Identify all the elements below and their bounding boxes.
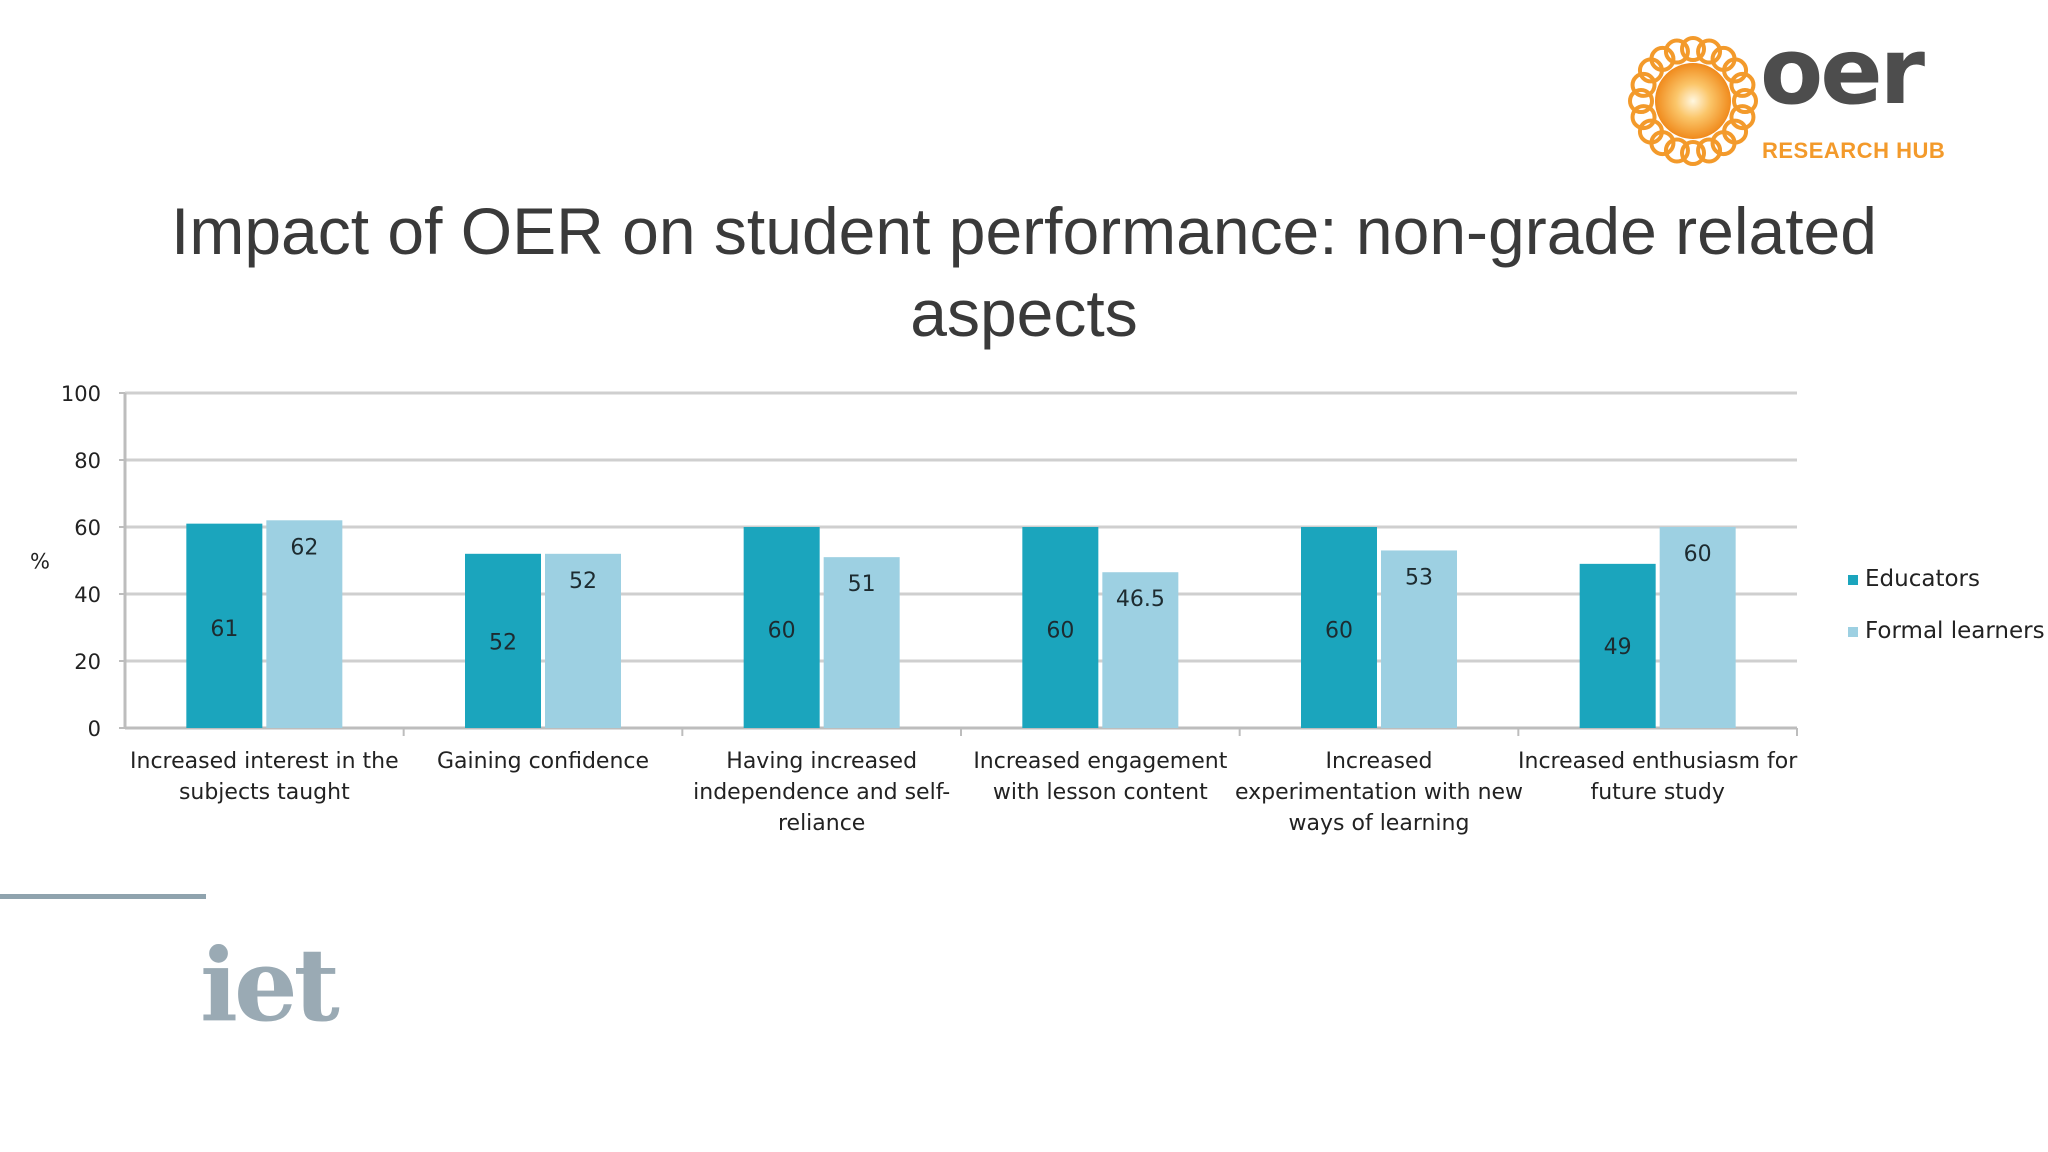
x-category-label: Having increased bbox=[726, 749, 917, 774]
x-category-label: subjects taught bbox=[179, 780, 350, 805]
data-label: 52 bbox=[489, 631, 517, 656]
sunburst-icon bbox=[1628, 36, 1758, 166]
educators-bar bbox=[465, 553, 541, 728]
x-category-label: reliance bbox=[778, 811, 865, 836]
educators-bar bbox=[186, 523, 263, 728]
x-category-label: Increased bbox=[1325, 749, 1432, 774]
formal-learners-bar bbox=[266, 520, 343, 728]
data-label: 60 bbox=[1325, 619, 1353, 644]
bar-chart: 0 20 40 60 80 100% 61 62 Increased interest in t… bbox=[30, 382, 2045, 836]
y-tick-label: 100 bbox=[61, 382, 101, 406]
iet-logo: iet bbox=[200, 926, 340, 1044]
formal-learners-bar bbox=[545, 553, 621, 728]
x-category-label: independence and self- bbox=[693, 780, 950, 805]
data-label: 49 bbox=[1604, 635, 1632, 660]
x-category-label: Gaining confidence bbox=[437, 749, 649, 774]
data-label: 62 bbox=[290, 535, 318, 560]
x-category-label: with lesson content bbox=[993, 780, 1208, 805]
educators-bar bbox=[743, 527, 820, 728]
data-label: 60 bbox=[768, 619, 796, 644]
formal-learners-bar bbox=[1102, 572, 1179, 728]
y-tick-label: 40 bbox=[74, 583, 101, 607]
legend-label: Educators bbox=[1865, 566, 1980, 592]
y-tick-label: 20 bbox=[74, 650, 101, 674]
data-label: 52 bbox=[569, 569, 597, 594]
legend-label: Formal learners bbox=[1865, 618, 2045, 644]
x-category-label: Increased enthusiasm for bbox=[1518, 749, 1798, 774]
research-hub-text: RESEARCH HUB bbox=[1762, 138, 1946, 163]
data-label: 60 bbox=[1684, 542, 1712, 567]
y-tick-label: 0 bbox=[88, 717, 101, 741]
data-label: 53 bbox=[1405, 565, 1433, 590]
y-axis-title: % bbox=[30, 550, 50, 574]
educators-bar bbox=[1301, 527, 1377, 728]
formal-learners-bar bbox=[1659, 527, 1736, 728]
legend-swatch bbox=[1848, 627, 1858, 637]
data-label: 60 bbox=[1046, 619, 1074, 644]
educators-bar bbox=[1022, 527, 1099, 728]
data-label: 46.5 bbox=[1116, 587, 1165, 612]
educators-bar bbox=[1579, 563, 1656, 728]
data-label: 61 bbox=[210, 617, 238, 642]
oer-logo-text: oer bbox=[1760, 18, 1925, 125]
x-category-label: ways of learning bbox=[1289, 811, 1470, 836]
slide-title: Impact of OER on student performance: no… bbox=[171, 194, 1877, 350]
oer-research-hub-logo: oer RESEARCH HUB bbox=[1628, 26, 1958, 169]
x-category-label: Increased engagement bbox=[973, 749, 1227, 774]
y-tick-label: 60 bbox=[74, 516, 101, 540]
footer-divider bbox=[0, 894, 206, 899]
y-tick-label: 80 bbox=[74, 449, 101, 473]
data-label: 51 bbox=[848, 572, 876, 597]
x-category-label: Increased interest in the bbox=[130, 749, 399, 774]
formal-learners-bar bbox=[1381, 550, 1457, 728]
formal-learners-bar bbox=[823, 557, 900, 728]
x-category-label: future study bbox=[1590, 780, 1724, 805]
x-category-label: experimentation with new bbox=[1235, 780, 1523, 805]
legend-swatch bbox=[1848, 575, 1858, 585]
